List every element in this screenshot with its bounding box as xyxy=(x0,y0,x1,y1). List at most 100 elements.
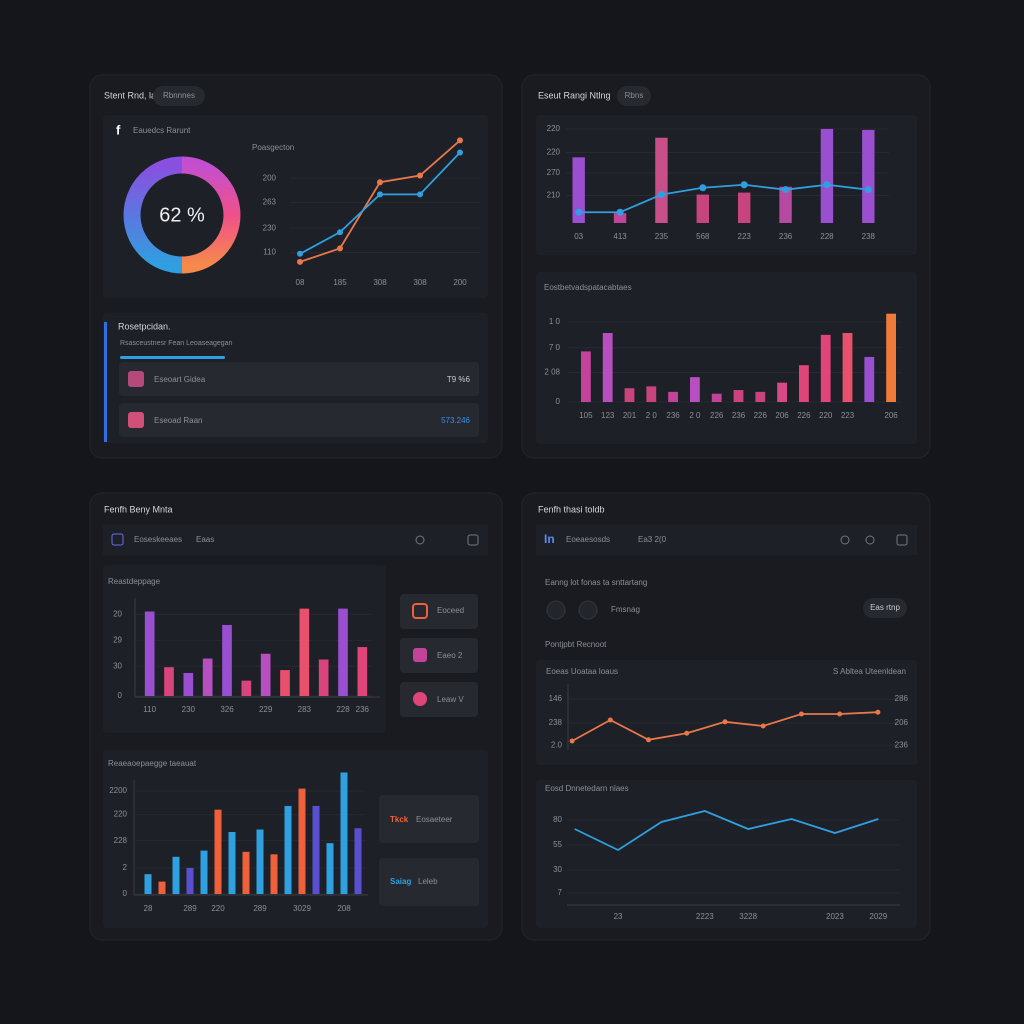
bar xyxy=(886,313,897,402)
point xyxy=(297,258,303,265)
bar xyxy=(186,867,194,894)
info-card[interactable] xyxy=(379,858,479,906)
list-row[interactable] xyxy=(119,403,479,437)
y-tick-label: 263 xyxy=(263,198,277,207)
badge[interactable] xyxy=(617,86,651,106)
x-tick-label: 236 xyxy=(779,232,793,241)
info-card[interactable] xyxy=(379,795,479,843)
panel-title: Fenfh Beny Mnta xyxy=(104,504,173,514)
bar xyxy=(820,334,831,402)
x-tick-label: 03 xyxy=(574,232,583,241)
y-tick-label: 230 xyxy=(263,223,277,232)
button-icon xyxy=(413,692,427,706)
bar xyxy=(260,653,271,696)
x-tick-label: 200 xyxy=(453,278,467,287)
x-tick-label: 123 xyxy=(601,411,615,420)
x-tick-label: 229 xyxy=(259,705,273,714)
x-tick-label: 238 xyxy=(862,232,876,241)
x-tick-label: 235 xyxy=(655,232,669,241)
media-icon[interactable] xyxy=(546,600,566,620)
button[interactable] xyxy=(863,598,907,618)
bar xyxy=(842,333,853,402)
x-tick-label: 223 xyxy=(841,411,855,420)
toolbar-icon[interactable] xyxy=(111,533,124,546)
badge-text: Rbnnnes xyxy=(163,91,195,100)
x-tick-label: 413 xyxy=(613,232,627,241)
y2-tick-label: 206 xyxy=(895,718,909,727)
point xyxy=(377,179,383,186)
x-tick-label: 226 xyxy=(754,411,768,420)
media-icon[interactable] xyxy=(578,600,598,620)
bar xyxy=(655,137,668,223)
point xyxy=(722,719,728,725)
bar xyxy=(214,809,222,894)
x-tick-label: 206 xyxy=(775,411,789,420)
bar xyxy=(183,672,194,696)
bar xyxy=(820,128,834,223)
x-tick-label: 236 xyxy=(732,411,746,420)
bar xyxy=(242,851,250,894)
y-tick-label: 2200 xyxy=(109,786,127,795)
y2-tick-label: 286 xyxy=(895,694,909,703)
y-tick-label: 7 0 xyxy=(549,343,561,352)
y-tick-label: 238 xyxy=(549,718,563,727)
x-tick-label: 208 xyxy=(337,904,351,913)
x-tick-label: 226 xyxy=(710,411,724,420)
button[interactable] xyxy=(400,594,478,629)
point xyxy=(575,208,583,216)
chart-label: Eosd Dnnetedarn nlaes xyxy=(545,784,629,793)
bar xyxy=(737,192,751,223)
button[interactable] xyxy=(400,682,478,717)
donut-ring xyxy=(123,156,183,274)
x-tick-label: 110 xyxy=(143,705,156,714)
chart-label: Poasgecton xyxy=(252,143,294,152)
y-tick-label: 2 08 xyxy=(544,368,560,377)
x-tick-label: 568 xyxy=(696,232,710,241)
x-tick-label: 2223 xyxy=(696,912,714,921)
toolbar-icon[interactable] xyxy=(467,534,479,546)
button-icon xyxy=(413,648,427,662)
toolbar-icon[interactable] xyxy=(865,535,875,545)
point xyxy=(864,186,872,194)
info-label: Eosaeteer xyxy=(416,815,453,824)
x-tick-label: 206 xyxy=(884,411,898,420)
bar xyxy=(711,393,722,402)
y-tick-label: 0 xyxy=(118,691,123,700)
toolbar-icon[interactable] xyxy=(840,535,850,545)
toolbar-text: Eaas xyxy=(196,535,214,544)
badge-text: Rbns xyxy=(625,91,644,100)
y-tick-label: 270 xyxy=(547,168,561,177)
chart-label: Eoeas Uoataa loaus xyxy=(546,667,618,676)
list-row[interactable] xyxy=(119,362,479,396)
list-subtitle: Rsasceustnesr Fean Leoaseagegan xyxy=(120,340,233,347)
accent xyxy=(104,322,107,442)
x-tick-label: 08 xyxy=(296,278,305,287)
x-tick-label: 2 0 xyxy=(689,411,701,420)
toolbar-icon[interactable]: In xyxy=(544,532,555,546)
bar xyxy=(354,828,362,894)
x-tick-label: 2 0 xyxy=(646,411,658,420)
y-tick-label: 220 xyxy=(114,810,128,819)
bar xyxy=(572,157,585,223)
toolbar-icon[interactable] xyxy=(415,535,425,545)
button[interactable] xyxy=(400,638,478,673)
panel-title: Stent Rnd, lat xyxy=(104,90,159,100)
headline: Eanng lot fonas ta snttartang xyxy=(545,578,647,587)
y-tick-label: 7 xyxy=(558,888,563,897)
point xyxy=(377,191,383,198)
badge[interactable] xyxy=(153,86,205,106)
x-tick-label: 326 xyxy=(220,705,234,714)
bar xyxy=(299,608,310,696)
bar xyxy=(318,659,329,696)
x-tick-label: 308 xyxy=(373,278,387,287)
button-label: Eaeo 2 xyxy=(437,651,463,660)
toolbar-text: Eoseskeeaes xyxy=(134,535,182,544)
section-label: Pontjpbt Recnoot xyxy=(545,640,607,649)
x-tick-label: 105 xyxy=(579,411,593,420)
toolbar-icon[interactable] xyxy=(896,534,908,546)
bar xyxy=(340,772,348,894)
point xyxy=(740,181,748,189)
toolbar-text: Ea3 2(0 xyxy=(638,535,667,544)
point xyxy=(823,181,831,189)
